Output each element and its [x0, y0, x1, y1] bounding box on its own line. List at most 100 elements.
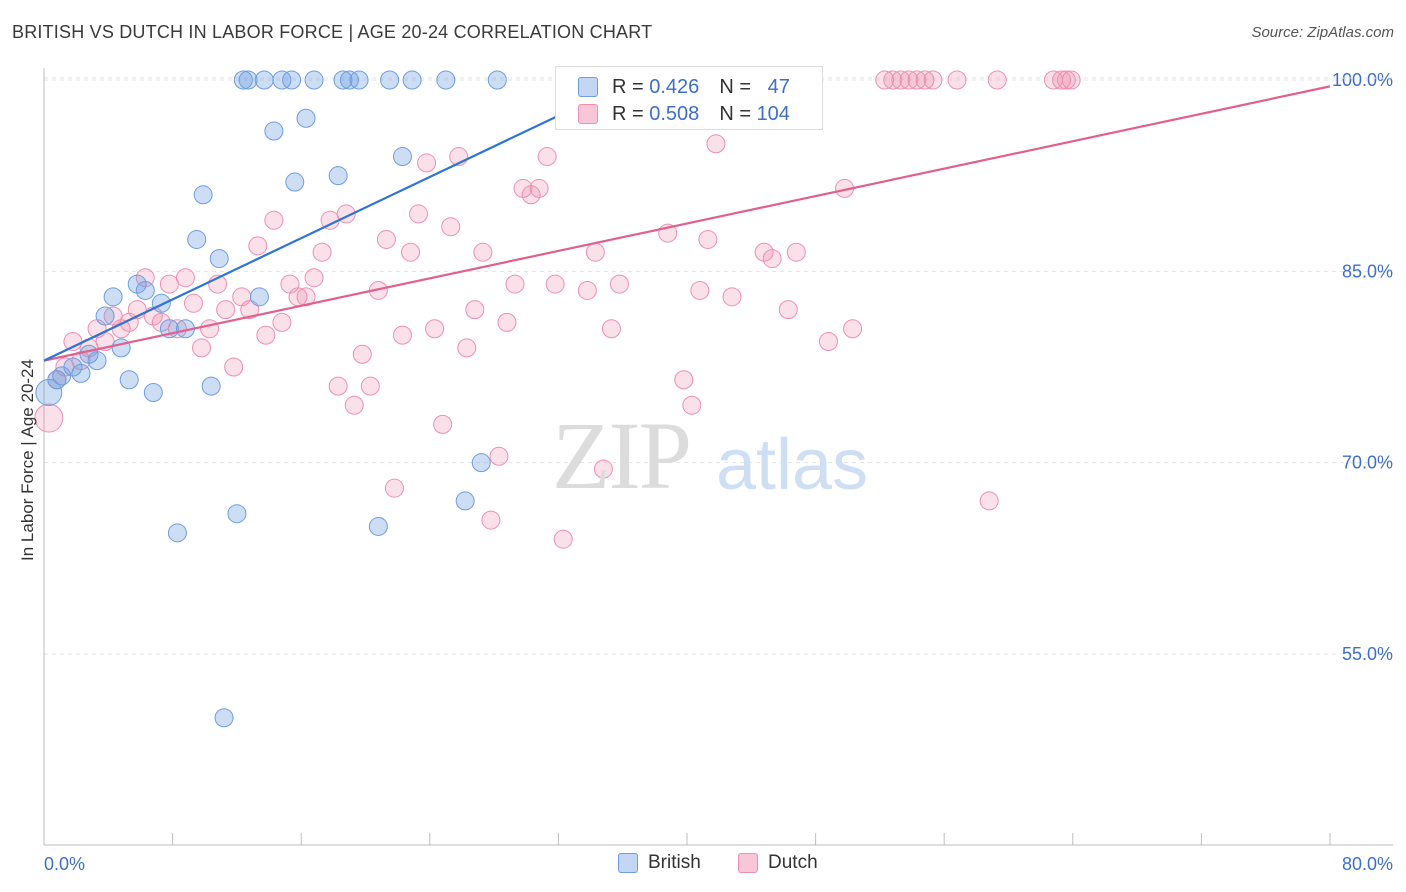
r-value: 0.508: [649, 102, 700, 125]
dutch-point: [216, 300, 236, 320]
dutch-point: [698, 229, 718, 249]
british-point: [349, 70, 369, 90]
dutch-point: [1056, 70, 1076, 90]
dutch-point: [682, 395, 702, 415]
dutch-point: [328, 376, 348, 396]
british-trend-line: [43, 72, 648, 362]
dutch-legend-icon: [738, 853, 758, 873]
dutch-point: [609, 274, 629, 294]
british-point: [143, 383, 163, 403]
dutch-point: [151, 312, 171, 332]
british-point: [285, 172, 305, 192]
stats-row-british: R = 0.426 N = 47: [578, 73, 790, 101]
y-tick-label: 55.0%: [1342, 644, 1393, 664]
dutch-point: [883, 70, 903, 90]
british-point: [233, 70, 253, 90]
dutch-point: [457, 338, 477, 358]
british-point: [127, 274, 147, 294]
dutch-point: [441, 217, 461, 237]
r-value: 0.426: [649, 75, 700, 98]
british-point: [201, 376, 221, 396]
dutch-point: [175, 268, 195, 288]
dutch-point: [786, 242, 806, 262]
british-point: [167, 523, 187, 543]
british-point: [264, 121, 284, 141]
dutch-point: [899, 70, 919, 90]
stats-row-dutch: R = 0.508 N = 104: [578, 100, 790, 128]
dutch-point: [923, 70, 943, 90]
dutch-point: [392, 325, 412, 345]
dutch-point: [240, 300, 260, 320]
british-point: [63, 357, 83, 377]
dutch-point: [537, 147, 557, 167]
british-point: [35, 379, 63, 407]
dutch-point: [1052, 70, 1072, 90]
british-swatch-icon: [578, 77, 598, 97]
british-point: [95, 306, 115, 326]
dutch-point: [947, 70, 967, 90]
dutch-point: [979, 491, 999, 511]
dutch-point: [272, 312, 292, 332]
british-point: [227, 504, 247, 524]
british-point: [209, 249, 229, 269]
dutch-point: [585, 242, 605, 262]
dutch-point: [304, 268, 324, 288]
dutch-point: [843, 319, 863, 339]
british-point: [272, 70, 292, 90]
dutch-point: [545, 274, 565, 294]
dutch-point: [754, 242, 774, 262]
british-point: [368, 516, 388, 536]
n-value: 47: [767, 75, 790, 98]
british-point: [111, 338, 131, 358]
british-point: [339, 70, 359, 90]
legend-item-british[interactable]: British: [618, 852, 701, 874]
dutch-point: [352, 344, 372, 364]
dutch-point: [722, 287, 742, 307]
dutch-point: [762, 249, 782, 269]
dutch-point: [473, 242, 493, 262]
british-point: [380, 70, 400, 90]
dutch-point: [312, 242, 332, 262]
n-label: N =: [719, 102, 751, 125]
british-point: [151, 293, 171, 313]
dutch-point: [553, 529, 573, 549]
dutch-point: [818, 331, 838, 351]
british-point: [333, 70, 353, 90]
dutch-point: [529, 178, 549, 198]
dutch-point: [505, 274, 525, 294]
dutch-point: [417, 153, 437, 173]
british-point: [249, 287, 269, 307]
dutch-point: [601, 319, 621, 339]
dutch-point: [497, 312, 517, 332]
british-point: [187, 229, 207, 249]
dutch-point: [409, 204, 429, 224]
british-point: [71, 363, 91, 383]
british-point: [455, 491, 475, 511]
dutch-point: [778, 300, 798, 320]
dutch-point: [34, 403, 64, 433]
chart-source: Source: ZipAtlas.com: [1251, 24, 1394, 41]
dutch-point: [401, 242, 421, 262]
dutch-point: [489, 446, 509, 466]
british-point: [193, 185, 213, 205]
legend-item-dutch[interactable]: Dutch: [738, 852, 818, 874]
y-tick-label: 70.0%: [1342, 453, 1393, 473]
british-point: [135, 280, 155, 300]
british-point: [304, 70, 324, 90]
dutch-point: [465, 300, 485, 320]
legend-label-british: British: [648, 852, 701, 873]
dutch-point: [987, 70, 1007, 90]
dutch-trend-line: [43, 85, 1331, 362]
british-point: [392, 147, 412, 167]
dutch-point: [577, 280, 597, 300]
british-legend-icon: [618, 853, 638, 873]
dutch-point: [200, 319, 220, 339]
dutch-point: [433, 414, 453, 434]
dutch-point: [915, 70, 935, 90]
dutch-point: [376, 229, 396, 249]
x-tick-label: 80.0%: [1342, 854, 1393, 874]
dutch-point: [706, 134, 726, 154]
dutch-point: [159, 274, 179, 294]
british-point: [119, 370, 139, 390]
